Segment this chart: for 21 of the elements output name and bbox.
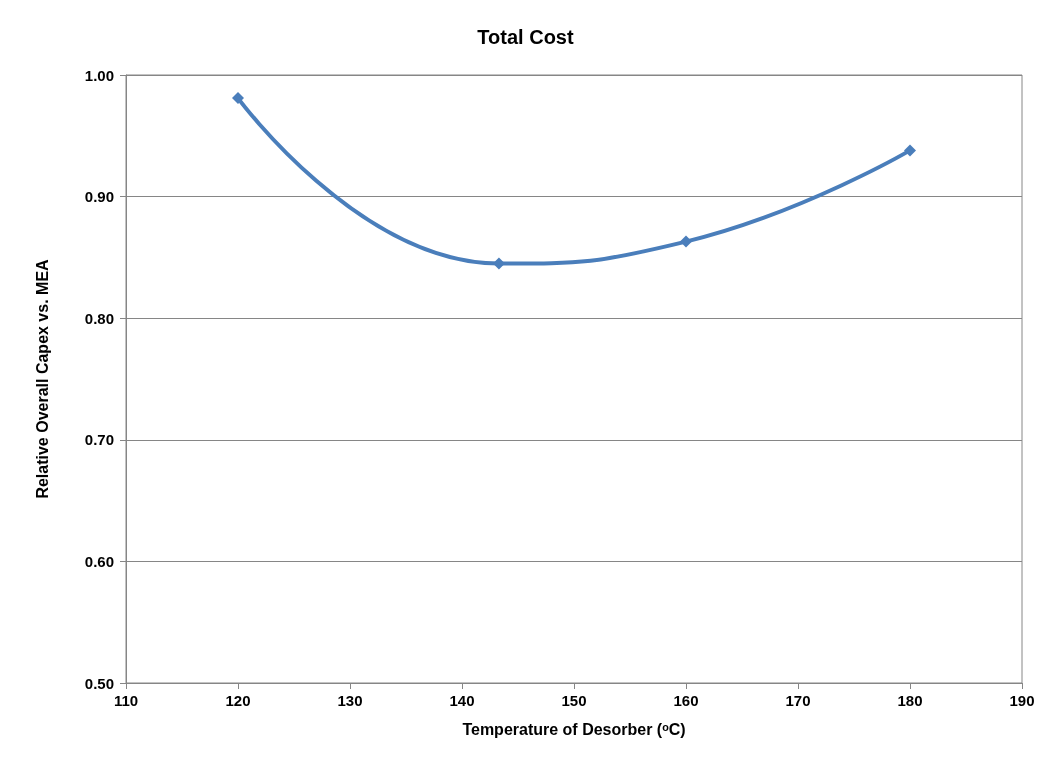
y-tick-label: 0.50 bbox=[84, 674, 114, 692]
y-tick-label: 0.60 bbox=[84, 552, 114, 570]
x-tick-label: 110 bbox=[113, 692, 139, 709]
y-tick-label: 1.00 bbox=[84, 66, 114, 84]
x-tick-label: 150 bbox=[561, 692, 587, 709]
y-axis-title: Relative Overall Capex vs. MEA bbox=[33, 258, 51, 499]
point bbox=[680, 235, 692, 248]
chart-title: Total Cost bbox=[477, 26, 574, 48]
point bbox=[904, 144, 916, 157]
x-axis-title: Temperature of Desorber (ᵒC) bbox=[462, 720, 686, 738]
x-tick-label: 190 bbox=[1009, 692, 1035, 709]
x-tick-label: 140 bbox=[449, 692, 475, 709]
point bbox=[232, 92, 244, 105]
x-tick-label: 120 bbox=[225, 692, 251, 709]
y-tick-label: 0.80 bbox=[84, 309, 114, 327]
x-tick-label: 170 bbox=[785, 692, 811, 709]
x-tick-label: 160 bbox=[673, 692, 699, 709]
x-tick-label: 130 bbox=[337, 692, 363, 709]
x-tick-label: 180 bbox=[897, 692, 923, 709]
y-tick-label: 0.90 bbox=[84, 188, 114, 206]
y-tick-label: 0.70 bbox=[84, 431, 114, 449]
